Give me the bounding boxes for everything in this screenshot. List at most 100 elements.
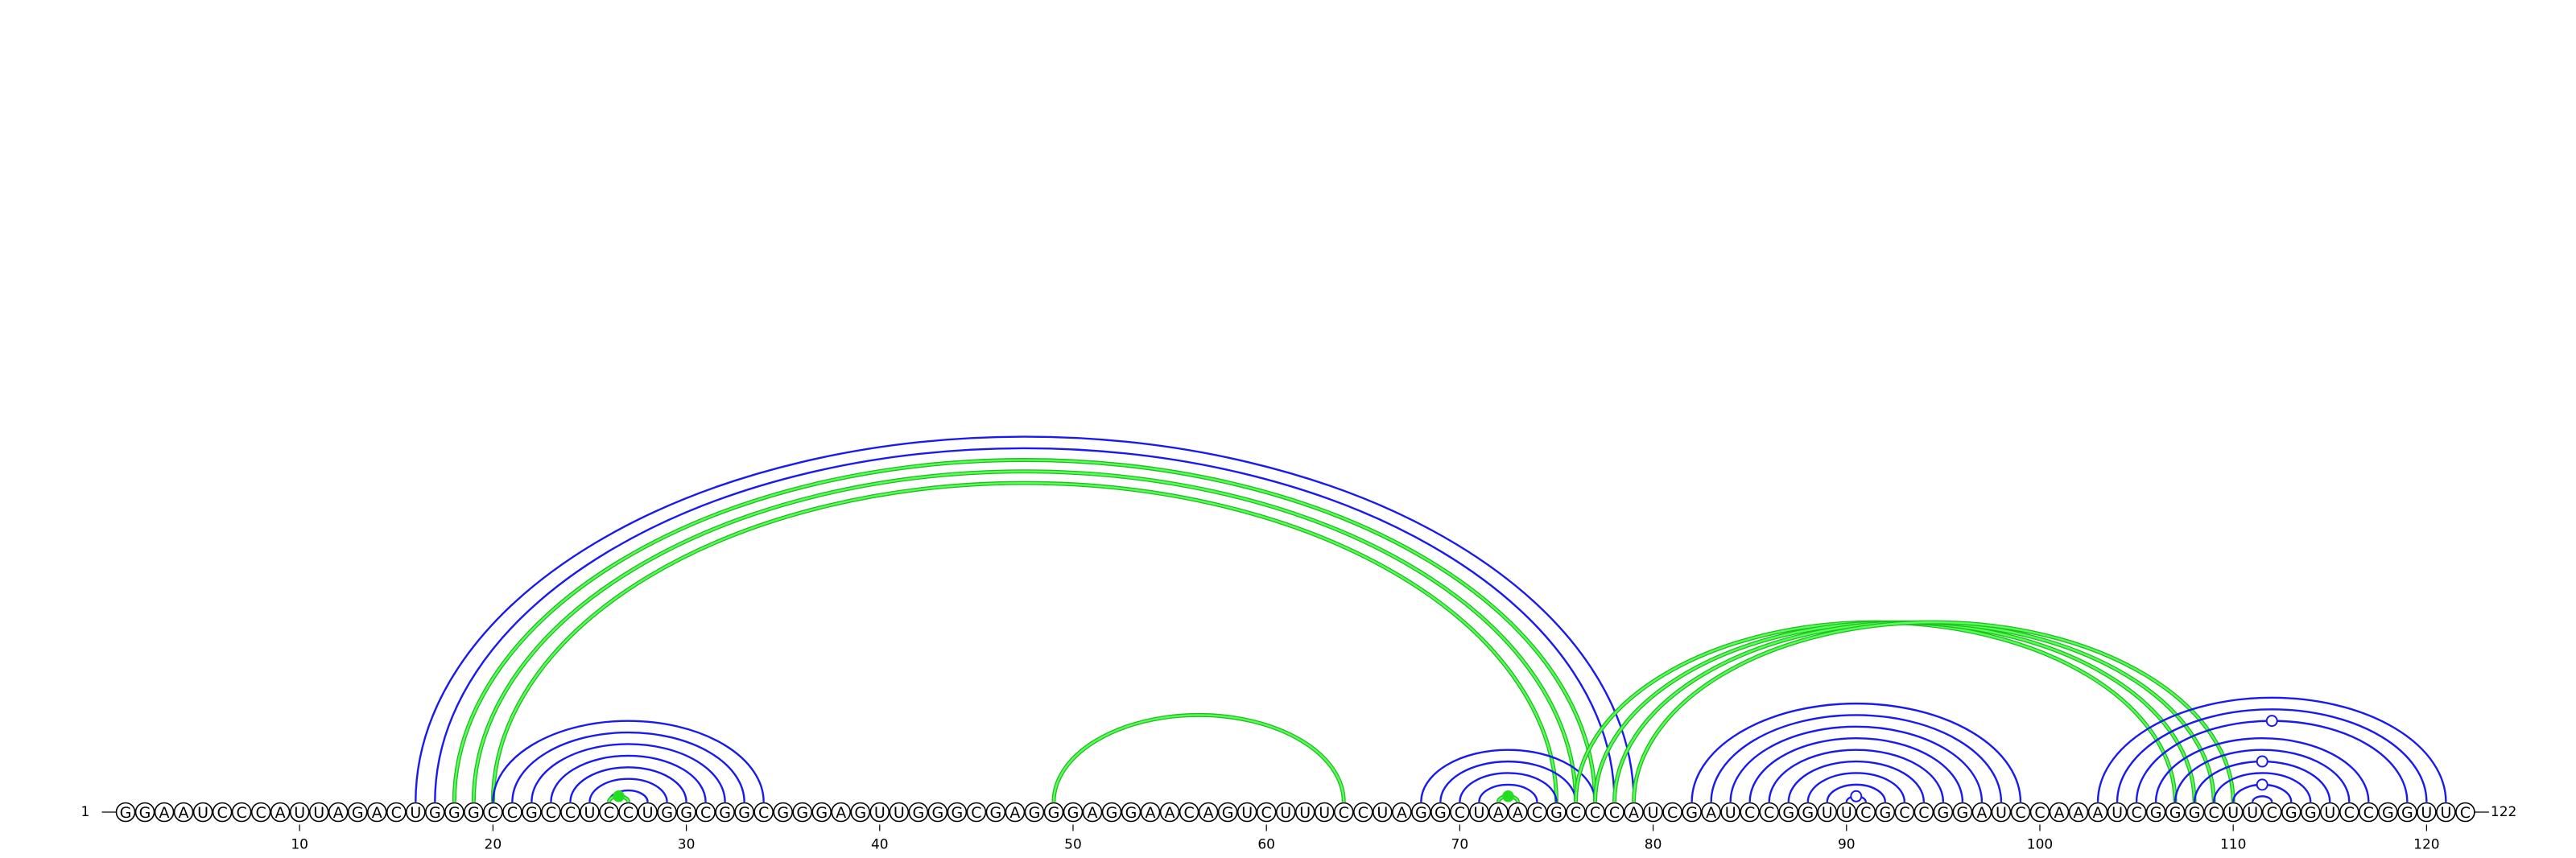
tick-label: 100 [2027,837,2053,853]
nucleotide-letter: U [294,804,305,822]
nucleotide-circle [2455,802,2475,823]
nucleotide-35: G [773,802,793,823]
nucleotide-48: G [1024,802,1045,823]
nucleotide-circle [1566,802,1586,823]
pair-marker-dot [1850,790,1863,802]
nucleotide-12: A [328,802,349,823]
nucleotide-circle [1352,802,1373,823]
nucleotide-letter: G [1550,804,1563,822]
nucleotide-letter: C [1455,804,1465,822]
arc-line [1826,783,1887,802]
base-pair-arc-109-114 [2212,772,2312,802]
nucleotide-circle [1140,802,1161,823]
nucleotide-circle [2319,802,2340,823]
nucleotide-4: A [173,802,194,823]
nucleotide-70: C [1450,802,1470,823]
nucleotide-letter: U [2112,804,2123,822]
nucleotide-circle [2010,802,2031,823]
nucleotide-46: G [985,802,1006,823]
nucleotide-circle [2203,802,2224,823]
nucleotide-85: C [1740,802,1760,823]
nucleotide-letter: G [1686,804,1698,822]
nucleotide-circle [212,802,233,823]
nucleotide-circle [734,802,754,823]
nucleotide-34: C [753,802,774,823]
base-pair-arc-18-77 [452,457,1598,802]
nucleotide-letter: G [1222,804,1234,822]
nucleotide-65: C [1352,802,1373,823]
nucleotide-letter: C [1918,804,1929,822]
nucleotide-letter: G [120,804,132,822]
nucleotide-22: G [522,802,542,823]
nucleotide-14: A [366,802,387,823]
nucleotide-circle [1314,802,1335,823]
nucleotide-99: C [2010,802,2031,823]
nucleotide-7: C [231,802,252,823]
nucleotide-20: C [483,802,503,823]
nucleotide-circle [2339,802,2359,823]
nucleotide-letter: G [2169,804,2182,822]
nucleotide-circle [1217,802,1238,823]
nucleotide-circle [192,802,213,823]
base-pair-arc-105-119 [2135,715,2409,802]
nucleotide-circle [173,802,194,823]
base-pair-arc-107-116 [2174,749,2351,802]
nucleotide-letter: C [488,804,498,822]
nucleotide-circle [696,802,716,823]
nucleotide-circle [1430,802,1451,823]
base-pair-arc-106-117 [2154,737,2370,802]
nucleotide-circle [289,802,310,823]
nucleotide-circle [1585,802,1605,823]
nucleotide-letter: G [1067,804,1080,822]
nucleotide-letter: G [2382,804,2394,822]
nucleotide-82: G [1682,802,1702,823]
nucleotide-circle [1740,802,1760,823]
nucleotide-circle [1179,802,1199,823]
arc-line [415,435,1635,802]
nucleotide-letter: U [874,804,886,822]
nucleotide-circle [2397,802,2417,823]
nucleotide-112: C [2261,802,2282,823]
nucleotide-59: U [1236,802,1257,823]
nucleotide-68: G [1411,802,1431,823]
sequence-end-label: 122 [2491,804,2516,820]
nucleotide-letter: U [1473,804,1484,822]
nucleotide-circle [1373,802,1393,823]
nucleotide-letter: U [1299,804,1311,822]
base-pair-arc-110-113 [2231,778,2293,802]
nucleotide-circle [231,802,252,823]
nucleotide-circle [386,802,407,823]
nucleotide-letter: C [2209,804,2219,822]
nucleotide-letter: C [236,804,246,822]
base-pair-arc-23-31 [550,754,707,802]
arc-line [530,743,726,802]
nucleotide-circle [1082,802,1103,823]
arc-outline [471,469,1578,802]
base-pair-arcs [415,435,2447,802]
nucleotide-121: U [2436,802,2456,823]
nucleotide-letter: C [217,804,227,822]
nucleotide-letter: C [1899,804,1909,822]
nucleotide-letter: C [507,804,518,822]
nucleotide-circle [2029,802,2050,823]
nucleotide-circle [522,802,542,823]
nucleotide-letter: G [1029,804,1041,822]
nucleotide-letter: C [2131,804,2141,822]
nucleotide-79: A [1624,802,1644,823]
arc-line [1806,772,1906,802]
nucleotide-letter: A [159,804,170,822]
base-pair-arc-71-74 [1478,783,1538,802]
nucleotide-13: G [347,802,368,823]
nucleotide-letter: G [2189,804,2201,822]
arc-line [434,447,1616,802]
nucleotide-circle [773,802,793,823]
nucleotide-circle [1720,802,1740,823]
nucleotide-letter: A [1203,804,1214,822]
base-pair-arc-82-99 [1690,702,2022,802]
base-pair-arc-72-73 [1496,790,1520,802]
nucleotide-circle [1527,802,1547,823]
nucleotide-letter: U [1377,804,1388,822]
nucleotide-114: G [2300,802,2321,823]
arc-line [492,720,765,802]
nucleotide-circle [2049,802,2070,823]
